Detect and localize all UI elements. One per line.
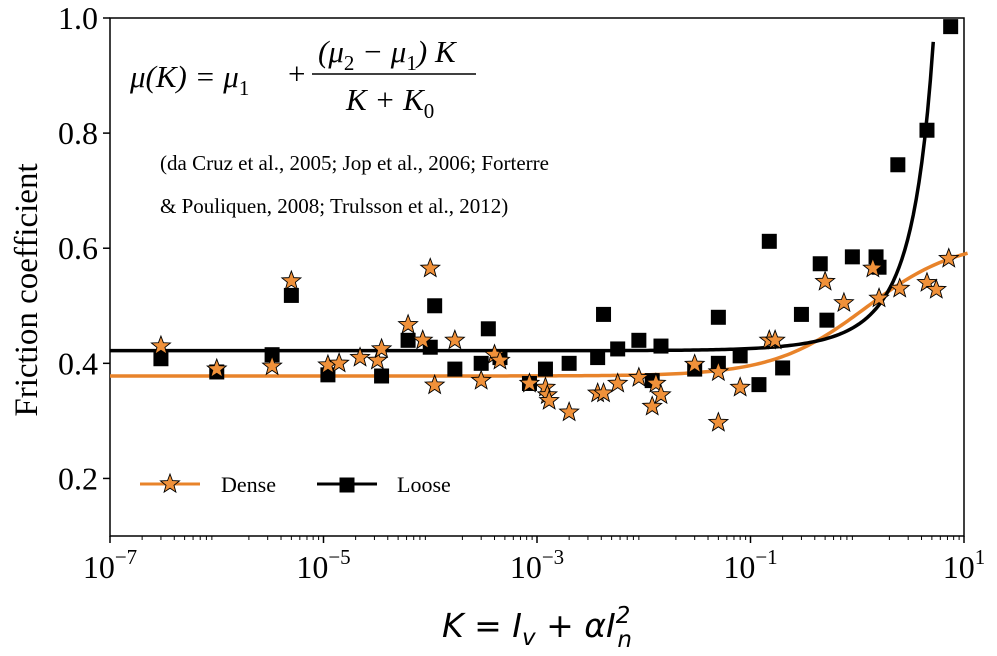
loose-point xyxy=(631,332,647,348)
citation-line-1: (da Cruz et al., 2005; Jop et al., 2006;… xyxy=(160,151,549,175)
legend: Dense Loose xyxy=(140,472,451,497)
loose-point xyxy=(710,309,726,325)
dense-point xyxy=(707,411,730,432)
loose-point xyxy=(819,312,835,328)
loose-point xyxy=(374,368,390,384)
dense-point xyxy=(489,349,511,370)
y-tick-label: 0.8 xyxy=(58,115,98,151)
x-axis: 10−7 10−5 10−3 10−1 101 xyxy=(83,536,985,585)
citation-line-2: & Pouliquen, 2008; Trulsson et al., 2012… xyxy=(160,194,508,218)
dense-point xyxy=(150,334,172,356)
x-tick-label: 101 xyxy=(943,545,986,585)
dense-point xyxy=(938,247,960,268)
loose-point xyxy=(400,332,416,348)
x-tick-label: 10−3 xyxy=(510,545,564,585)
svg-text:+: + xyxy=(288,56,305,91)
dense-point xyxy=(558,400,580,422)
dense-series xyxy=(150,247,960,432)
loose-point xyxy=(844,249,860,265)
dense-point xyxy=(206,357,228,379)
loose-point xyxy=(480,321,496,337)
loose-point xyxy=(890,157,906,173)
x-axis-label: K = Iv + αI2 n xyxy=(442,603,632,653)
loose-point xyxy=(919,122,935,138)
dense-point xyxy=(814,270,836,291)
dense-point xyxy=(868,287,890,308)
dense-point xyxy=(764,329,786,350)
loose-point xyxy=(812,256,828,272)
x-tick-label: 10−5 xyxy=(296,545,350,585)
y-axis: 0.2 0.4 0.6 0.8 1.0 xyxy=(58,0,110,496)
dense-point xyxy=(470,369,492,390)
dense-point xyxy=(888,277,911,298)
legend-dense-label: Dense xyxy=(221,472,276,497)
dense-point xyxy=(280,269,303,291)
dense-point xyxy=(641,395,663,416)
dense-point xyxy=(707,360,730,382)
loose-point xyxy=(561,355,577,371)
dense-point xyxy=(370,337,393,359)
dense-point xyxy=(419,257,441,278)
dense-point xyxy=(683,353,706,374)
svg-text:K + K0: K + K0 xyxy=(345,82,434,123)
dense-point xyxy=(650,383,672,405)
dense-point xyxy=(925,278,948,299)
legend-loose-label: Loose xyxy=(397,472,451,497)
x-tick-label: 10−1 xyxy=(723,545,777,585)
dense-point xyxy=(328,352,350,373)
dense-point xyxy=(366,349,389,370)
loose-point xyxy=(775,360,791,376)
y-tick-label: 0.2 xyxy=(58,460,98,496)
loose-point xyxy=(732,348,748,364)
dense-point xyxy=(423,373,446,395)
dense-point xyxy=(397,313,419,334)
legend-loose-marker xyxy=(339,477,355,493)
x-tick-label: 10−7 xyxy=(83,545,137,585)
loose-point xyxy=(596,306,612,322)
dense-point xyxy=(862,257,884,278)
dense-point xyxy=(628,366,650,387)
equation-annotation: μ(K) = μ1 + (μ2 − μ1) K K + K0 xyxy=(129,34,476,123)
loose-point xyxy=(473,355,489,371)
dense-point xyxy=(444,329,466,350)
loose-point xyxy=(537,361,553,377)
loose-point xyxy=(761,233,777,249)
plot-area xyxy=(109,17,965,537)
y-tick-label: 0.4 xyxy=(58,345,98,381)
loose-point xyxy=(751,377,767,393)
loose-point xyxy=(590,350,606,366)
dense-point xyxy=(518,372,541,393)
y-axis-label: Friction coefficient xyxy=(9,163,45,416)
loose-point xyxy=(793,306,809,322)
loose-point xyxy=(653,338,669,354)
loose-point xyxy=(264,347,280,363)
loose-point xyxy=(427,298,443,314)
loose-point xyxy=(610,341,626,357)
y-tick-label: 1.0 xyxy=(58,0,98,36)
loose-point xyxy=(943,19,959,35)
dense-point xyxy=(645,372,667,393)
dense-point xyxy=(729,376,751,397)
y-tick-label: 0.6 xyxy=(58,230,98,266)
loose-point xyxy=(153,351,169,367)
dense-point xyxy=(833,291,855,313)
dense-point xyxy=(261,354,283,376)
dense-point xyxy=(349,346,371,367)
svg-text:μ(K) = μ1: μ(K) = μ1 xyxy=(129,59,249,100)
legend-dense-marker xyxy=(159,472,181,494)
dense-point xyxy=(592,381,615,403)
dense-point xyxy=(606,372,629,393)
legend-dense-star xyxy=(159,472,181,494)
loose-point xyxy=(283,287,299,303)
loose-fit-curve xyxy=(110,41,936,353)
loose-point xyxy=(447,361,463,377)
svg-text:(μ2 − μ1) K: (μ2 − μ1) K xyxy=(318,34,458,75)
dense-point xyxy=(411,329,434,350)
dense-point xyxy=(538,389,560,410)
